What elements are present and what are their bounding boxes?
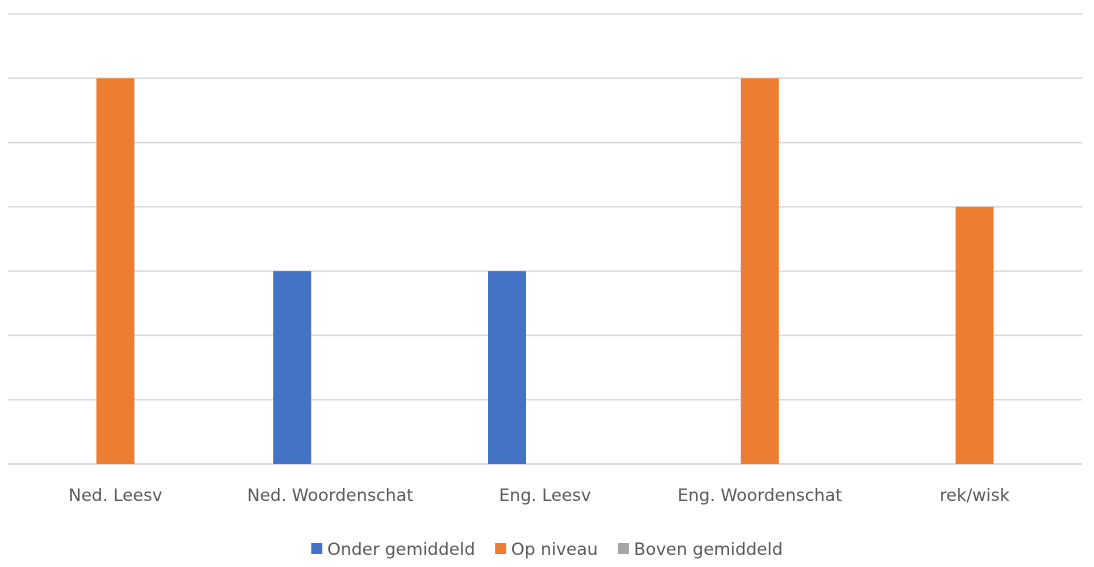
legend-label: Boven gemiddeld [634, 540, 783, 560]
x-tick-label: Eng. Leesv [499, 486, 591, 506]
x-axis: Ned. Leesv Ned. Woordenschat Eng. Leesv Eng… [69, 486, 1010, 506]
legend-label: Op niveau [511, 540, 598, 560]
x-tick-label: rek/wisk [940, 486, 1010, 506]
legend-swatch [617, 543, 629, 554]
bar [955, 206, 994, 464]
x-tick-label: Eng. Woordenschat [678, 486, 843, 506]
legend: Onder gemiddeld Op niveau Boven gemiddeld [311, 540, 783, 560]
x-tick-label: Ned. Woordenschat [247, 486, 413, 506]
legend-swatch [495, 543, 507, 554]
bar [273, 271, 312, 464]
bar [740, 78, 779, 465]
legend-label: Onder gemiddeld [327, 540, 475, 560]
gridlines [8, 13, 1082, 465]
bar [488, 271, 526, 464]
legend-swatch [311, 543, 323, 554]
x-tick-label: Ned. Leesv [69, 486, 163, 506]
bar [96, 78, 135, 465]
bars [96, 78, 994, 465]
